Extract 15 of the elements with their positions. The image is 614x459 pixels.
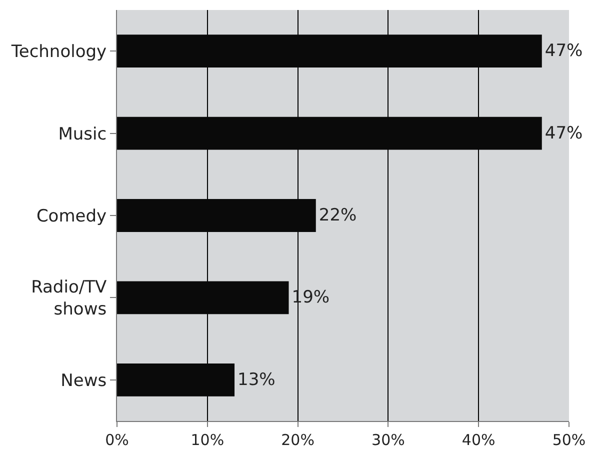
x-tick-label: 50% xyxy=(552,431,586,449)
y-tick-label: Comedy xyxy=(36,206,107,226)
data-label: 47% xyxy=(544,41,583,62)
y-tick-label: Music xyxy=(58,124,107,144)
x-tick-label: 30% xyxy=(372,431,405,449)
data-label: 13% xyxy=(238,370,276,390)
y-tick-label: News xyxy=(60,370,107,391)
x-tick-label: 40% xyxy=(462,431,496,449)
y-tick-label: Radio/TV shows xyxy=(31,278,107,320)
x-tick-label: 10% xyxy=(190,431,224,449)
data-label: 22% xyxy=(318,206,357,226)
y-tick-label: Technology xyxy=(10,42,107,62)
x-tick-label: 20% xyxy=(281,431,314,449)
data-label: 47% xyxy=(544,123,583,144)
x-tick-label: 0% xyxy=(105,431,129,449)
